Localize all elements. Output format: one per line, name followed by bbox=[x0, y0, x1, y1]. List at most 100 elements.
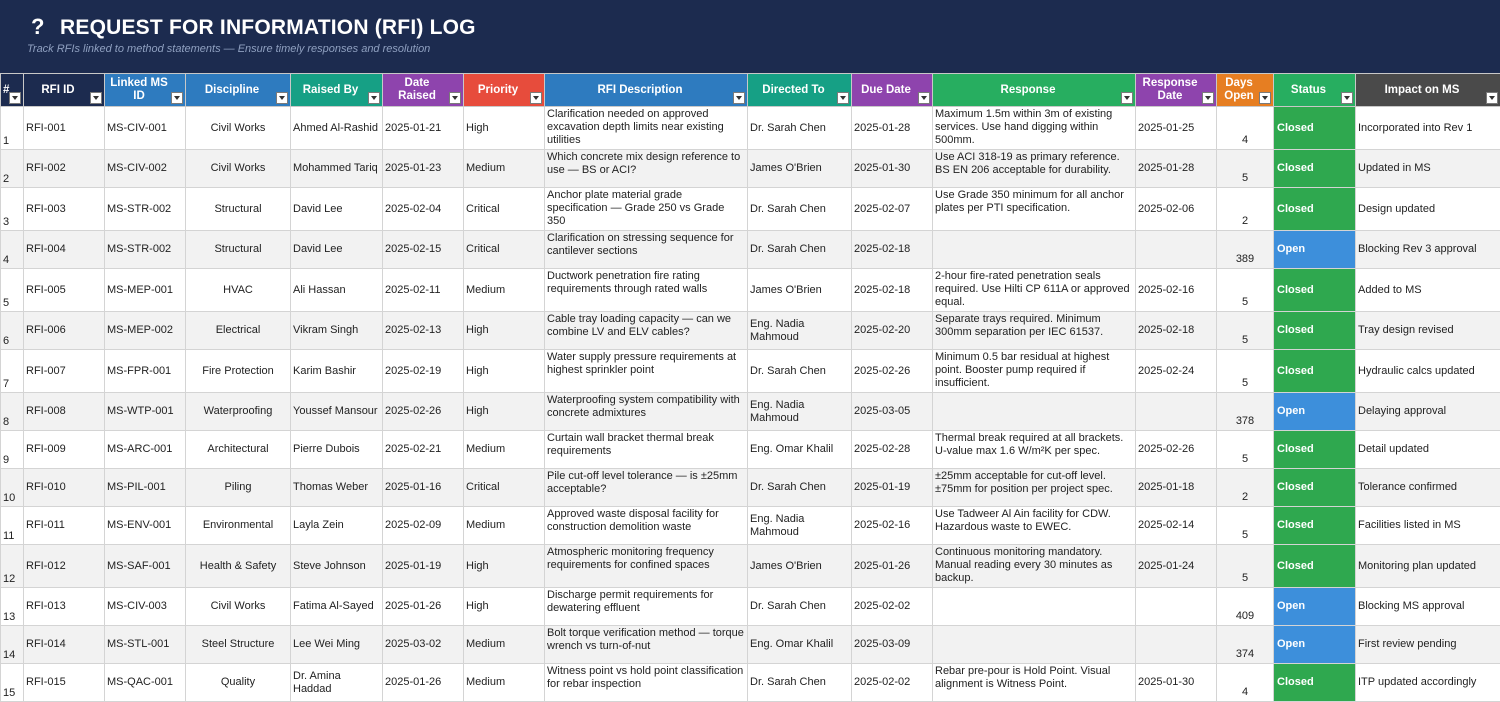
response-cell[interactable]: Use Grade 350 minimum for all anchor pla… bbox=[933, 188, 1136, 231]
rfi-description-cell[interactable]: Which concrete mix design reference to u… bbox=[545, 150, 748, 188]
status-badge-cell[interactable]: Closed bbox=[1274, 664, 1356, 702]
filter-dropdown-icon[interactable] bbox=[90, 92, 102, 104]
rfi-id-cell[interactable]: RFI-009 bbox=[24, 431, 105, 469]
rfi-description-cell[interactable]: Water supply pressure requirements at hi… bbox=[545, 350, 748, 393]
response-date-cell[interactable] bbox=[1136, 626, 1217, 664]
row-number-cell[interactable]: 8 bbox=[1, 393, 24, 431]
priority-cell[interactable]: Critical bbox=[464, 231, 545, 269]
impact-on-ms-cell[interactable]: Tolerance confirmed bbox=[1356, 469, 1500, 507]
rfi-id-cell[interactable]: RFI-008 bbox=[24, 393, 105, 431]
status-badge-cell[interactable]: Closed bbox=[1274, 150, 1356, 188]
row-number-cell[interactable]: 2 bbox=[1, 150, 24, 188]
row-number-cell[interactable]: 3 bbox=[1, 188, 24, 231]
discipline-cell[interactable]: Health & Safety bbox=[186, 545, 291, 588]
impact-on-ms-cell[interactable]: First review pending bbox=[1356, 626, 1500, 664]
response-date-cell[interactable]: 2025-01-25 bbox=[1136, 107, 1217, 150]
status-badge-cell[interactable]: Closed bbox=[1274, 107, 1356, 150]
linked-ms-id-cell[interactable]: MS-QAC-001 bbox=[105, 664, 186, 702]
impact-on-ms-cell[interactable]: Tray design revised bbox=[1356, 312, 1500, 350]
impact-on-ms-cell[interactable]: Detail updated bbox=[1356, 431, 1500, 469]
response-date-cell[interactable]: 2025-02-06 bbox=[1136, 188, 1217, 231]
row-number-cell[interactable]: 9 bbox=[1, 431, 24, 469]
linked-ms-id-cell[interactable]: MS-ARC-001 bbox=[105, 431, 186, 469]
discipline-cell[interactable]: Architectural bbox=[186, 431, 291, 469]
days-open-cell[interactable]: 389 bbox=[1217, 231, 1274, 269]
date-raised-cell[interactable]: 2025-02-11 bbox=[383, 269, 464, 312]
row-number-cell[interactable]: 14 bbox=[1, 626, 24, 664]
date-raised-cell[interactable]: 2025-01-19 bbox=[383, 545, 464, 588]
date-raised-cell[interactable]: 2025-02-13 bbox=[383, 312, 464, 350]
date-raised-cell[interactable]: 2025-01-26 bbox=[383, 588, 464, 626]
filter-dropdown-icon[interactable] bbox=[918, 92, 930, 104]
impact-on-ms-cell[interactable]: Facilities listed in MS bbox=[1356, 507, 1500, 545]
status-badge-cell[interactable]: Closed bbox=[1274, 469, 1356, 507]
response-cell[interactable]: Continuous monitoring mandatory. Manual … bbox=[933, 545, 1136, 588]
discipline-cell[interactable]: Civil Works bbox=[186, 150, 291, 188]
directed-to-cell[interactable]: Eng. Nadia Mahmoud bbox=[748, 507, 852, 545]
response-date-cell[interactable] bbox=[1136, 231, 1217, 269]
linked-ms-id-cell[interactable]: MS-WTP-001 bbox=[105, 393, 186, 431]
status-badge-cell[interactable]: Open bbox=[1274, 393, 1356, 431]
date-raised-cell[interactable]: 2025-03-02 bbox=[383, 626, 464, 664]
rfi-description-cell[interactable]: Curtain wall bracket thermal break requi… bbox=[545, 431, 748, 469]
priority-cell[interactable]: Critical bbox=[464, 188, 545, 231]
raised-by-cell[interactable]: Fatima Al-Sayed bbox=[291, 588, 383, 626]
due-date-cell[interactable]: 2025-01-30 bbox=[852, 150, 933, 188]
linked-ms-id-cell[interactable]: MS-SAF-001 bbox=[105, 545, 186, 588]
impact-on-ms-cell[interactable]: Hydraulic calcs updated bbox=[1356, 350, 1500, 393]
row-number-cell[interactable]: 7 bbox=[1, 350, 24, 393]
directed-to-cell[interactable]: Eng. Nadia Mahmoud bbox=[748, 312, 852, 350]
priority-cell[interactable]: Medium bbox=[464, 269, 545, 312]
discipline-cell[interactable]: Piling bbox=[186, 469, 291, 507]
response-date-cell[interactable]: 2025-01-28 bbox=[1136, 150, 1217, 188]
impact-on-ms-cell[interactable]: ITP updated accordingly bbox=[1356, 664, 1500, 702]
impact-on-ms-cell[interactable]: Monitoring plan updated bbox=[1356, 545, 1500, 588]
date-raised-cell[interactable]: 2025-02-04 bbox=[383, 188, 464, 231]
discipline-cell[interactable]: Structural bbox=[186, 188, 291, 231]
rfi-description-cell[interactable]: Ductwork penetration fire rating require… bbox=[545, 269, 748, 312]
response-cell[interactable]: Rebar pre-pour is Hold Point. Visual ali… bbox=[933, 664, 1136, 702]
response-cell[interactable]: Minimum 0.5 bar residual at highest poin… bbox=[933, 350, 1136, 393]
raised-by-cell[interactable]: Dr. Amina Haddad bbox=[291, 664, 383, 702]
response-cell[interactable]: Separate trays required. Minimum 300mm s… bbox=[933, 312, 1136, 350]
priority-cell[interactable]: Medium bbox=[464, 626, 545, 664]
row-number-cell[interactable]: 5 bbox=[1, 269, 24, 312]
impact-on-ms-cell[interactable]: Added to MS bbox=[1356, 269, 1500, 312]
priority-cell[interactable]: Medium bbox=[464, 664, 545, 702]
rfi-description-cell[interactable]: Atmospheric monitoring frequency require… bbox=[545, 545, 748, 588]
due-date-cell[interactable]: 2025-01-19 bbox=[852, 469, 933, 507]
days-open-cell[interactable]: 409 bbox=[1217, 588, 1274, 626]
rfi-id-cell[interactable]: RFI-006 bbox=[24, 312, 105, 350]
due-date-cell[interactable]: 2025-02-16 bbox=[852, 507, 933, 545]
rfi-id-cell[interactable]: RFI-011 bbox=[24, 507, 105, 545]
status-badge-cell[interactable]: Closed bbox=[1274, 545, 1356, 588]
due-date-cell[interactable]: 2025-02-20 bbox=[852, 312, 933, 350]
discipline-cell[interactable]: Civil Works bbox=[186, 588, 291, 626]
raised-by-cell[interactable]: Mohammed Tariq bbox=[291, 150, 383, 188]
filter-dropdown-icon[interactable] bbox=[9, 92, 21, 104]
rfi-id-cell[interactable]: RFI-010 bbox=[24, 469, 105, 507]
priority-cell[interactable]: High bbox=[464, 393, 545, 431]
directed-to-cell[interactable]: Dr. Sarah Chen bbox=[748, 231, 852, 269]
rfi-description-cell[interactable]: Approved waste disposal facility for con… bbox=[545, 507, 748, 545]
date-raised-cell[interactable]: 2025-02-09 bbox=[383, 507, 464, 545]
priority-cell[interactable]: Medium bbox=[464, 150, 545, 188]
date-raised-cell[interactable]: 2025-01-16 bbox=[383, 469, 464, 507]
directed-to-cell[interactable]: Dr. Sarah Chen bbox=[748, 664, 852, 702]
linked-ms-id-cell[interactable]: MS-PIL-001 bbox=[105, 469, 186, 507]
directed-to-cell[interactable]: James O'Brien bbox=[748, 150, 852, 188]
discipline-cell[interactable]: Environmental bbox=[186, 507, 291, 545]
row-number-cell[interactable]: 6 bbox=[1, 312, 24, 350]
due-date-cell[interactable]: 2025-02-26 bbox=[852, 350, 933, 393]
raised-by-cell[interactable]: Youssef Mansour bbox=[291, 393, 383, 431]
linked-ms-id-cell[interactable]: MS-STL-001 bbox=[105, 626, 186, 664]
rfi-id-cell[interactable]: RFI-013 bbox=[24, 588, 105, 626]
rfi-description-cell[interactable]: Anchor plate material grade specificatio… bbox=[545, 188, 748, 231]
discipline-cell[interactable]: Quality bbox=[186, 664, 291, 702]
